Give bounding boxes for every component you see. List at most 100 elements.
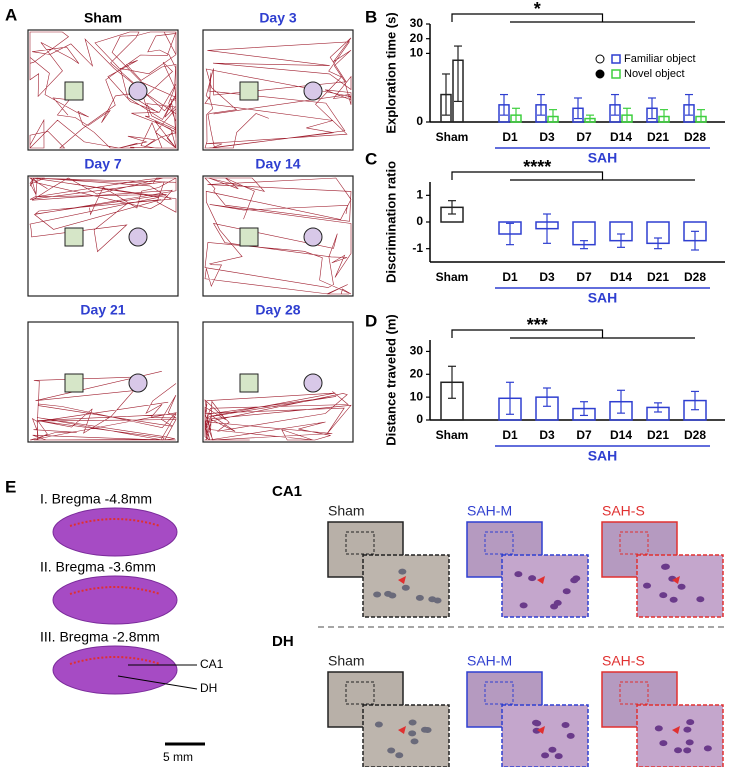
significance: *** [527,315,548,335]
cell [401,584,410,591]
object-square [64,227,84,247]
section-label: II. Bregma -3.6mm [40,559,156,575]
cell [415,594,424,601]
y-tick-label: 20 [410,366,424,380]
error-bar [691,230,699,251]
arrowhead [537,726,545,734]
x-tick-label: D7 [576,428,592,442]
y-axis-label: Discrimination ratio [383,161,398,283]
cell [420,726,429,733]
x-tick-label: D7 [576,270,592,284]
error-bar [685,93,693,116]
x-tick-label: D14 [610,270,632,284]
group-title: SAH-S [602,653,645,669]
error-bar [648,97,656,120]
object-square [64,81,84,101]
object-square [239,373,259,393]
y-tick-label: -1 [412,241,423,255]
y-tick-label: 0 [416,412,423,426]
legend-label: Novel object [624,68,685,80]
error-bar [500,93,508,116]
error-bar [574,97,582,120]
group-label: SAH [588,448,618,464]
brain [52,645,178,695]
cell [541,752,550,759]
cell [374,721,383,728]
x-tick-label: Sham [436,428,469,442]
x-tick-label: D28 [684,428,706,442]
x-tick-label: D1 [502,130,518,144]
row-label: DH [272,633,294,650]
micrograph-inset [501,554,589,618]
error-bar [506,222,514,246]
error-bar [623,107,631,123]
object-circle [128,373,148,393]
error-bar [448,200,456,215]
track-path [29,371,178,441]
y-tick-label: 30 [410,16,424,30]
error-bar [697,109,705,123]
y-tick-label: 0 [416,214,423,228]
panel-label: E [5,477,16,496]
scale-bar-label: 5 mm [163,750,193,764]
arrowhead [398,726,406,734]
x-tick-label: D21 [647,270,669,284]
arrowhead [398,576,406,584]
panel-label: B [365,7,377,26]
cell [410,738,419,745]
cell [395,752,404,759]
object-square [64,373,84,393]
cell [550,603,559,610]
group-title: Sham [328,653,365,669]
annotation: CA1 [200,657,224,671]
object-square [239,81,259,101]
track-path [204,37,352,149]
group-title: SAH-M [467,653,512,669]
x-tick-label: D14 [610,130,632,144]
track-path [28,177,177,253]
cell [561,722,570,729]
x-tick-label: Sham [436,130,469,144]
track-title: Day 14 [255,156,300,172]
track-title: Sham [84,10,122,26]
y-tick-label: 10 [410,46,424,60]
error-bar [611,93,619,116]
cell [686,719,695,726]
micrograph-inset [362,704,450,768]
micrograph-inset [636,704,724,768]
cell [659,740,668,747]
cell [548,746,557,753]
y-tick-label: 10 [410,389,424,403]
x-tick-label: D28 [684,270,706,284]
x-tick-label: D21 [647,130,669,144]
arrowhead [537,576,545,584]
object-circle [303,373,323,393]
cell [683,726,692,733]
x-tick-label: D1 [502,428,518,442]
error-bar [691,390,699,411]
y-axis-label: Exploration time (s) [383,12,398,133]
error-bar [654,402,662,413]
cell [659,592,668,599]
cell [643,582,652,589]
hippocampus [69,656,161,665]
object-circle [128,81,148,101]
cell [677,583,686,590]
cell [408,719,417,726]
x-tick-label: D1 [502,270,518,284]
section-label: III. Bregma -2.8mm [40,629,160,645]
cell [683,747,692,754]
cell [685,739,694,746]
cell [519,602,528,609]
arrowhead [672,576,680,584]
cell [388,592,397,599]
x-tick-label: D3 [539,130,555,144]
legend-marker [611,54,621,64]
object-circle [303,81,323,101]
group-title: SAH-M [467,503,512,519]
panel-label: A [5,5,17,24]
y-tick-label: 20 [410,31,424,45]
cell [373,591,382,598]
x-tick-label: D7 [576,130,592,144]
error-bar [448,365,456,399]
